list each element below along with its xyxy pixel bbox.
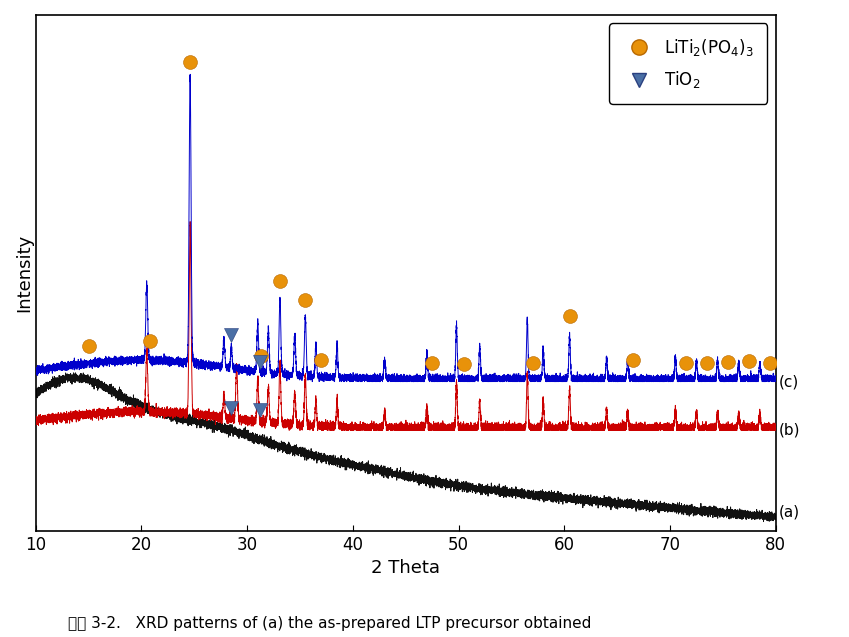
Text: (b): (b): [779, 422, 801, 438]
Text: (c): (c): [779, 374, 799, 389]
Text: (a): (a): [779, 505, 800, 520]
X-axis label: 2 Theta: 2 Theta: [371, 559, 441, 577]
Text: 그림 3-2.   XRD patterns of (a) the as-prepared LTP precursor obtained: 그림 3-2. XRD patterns of (a) the as-prepa…: [68, 615, 591, 631]
Y-axis label: Intensity: Intensity: [15, 234, 33, 312]
Legend: LiTi$_2$(PO$_4$)$_3$, TiO$_2$: LiTi$_2$(PO$_4$)$_3$, TiO$_2$: [610, 24, 767, 104]
